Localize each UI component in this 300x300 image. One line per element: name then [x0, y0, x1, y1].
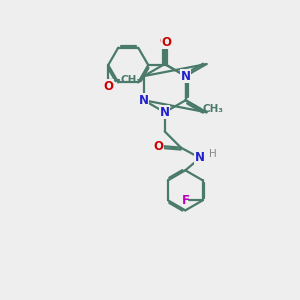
Text: O: O — [153, 140, 163, 153]
Text: N: N — [139, 94, 149, 107]
Text: CH₃: CH₃ — [121, 75, 142, 85]
Text: CH₃: CH₃ — [202, 104, 224, 114]
Text: F: F — [182, 194, 189, 207]
Text: H: H — [209, 148, 217, 158]
Text: O: O — [103, 80, 113, 93]
Text: N: N — [160, 106, 170, 119]
Text: N: N — [181, 70, 190, 83]
Text: N: N — [195, 152, 205, 164]
Text: O: O — [161, 36, 172, 49]
Text: O: O — [160, 35, 170, 48]
